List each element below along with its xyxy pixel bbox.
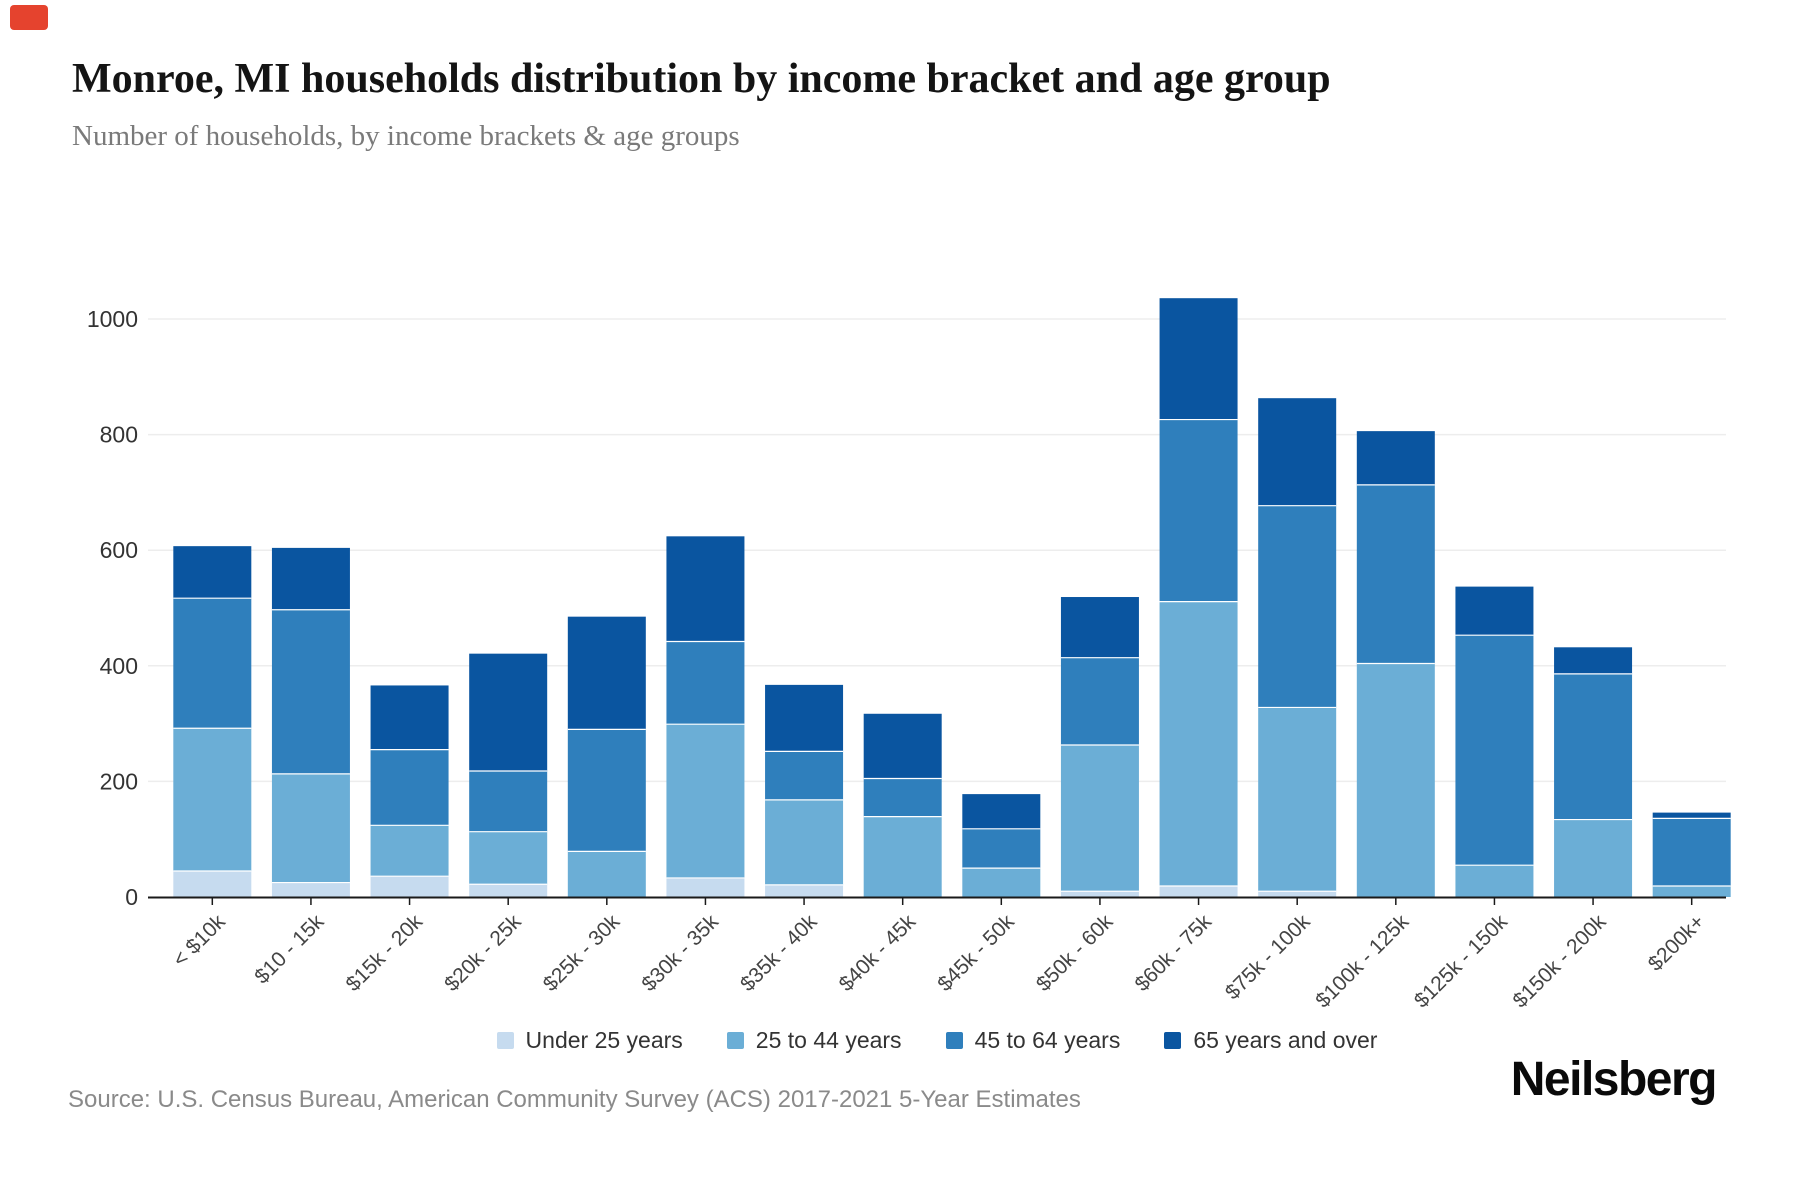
legend-item: 25 to 44 years [726, 1026, 902, 1054]
chart-subtitle: Number of households, by income brackets… [72, 120, 740, 152]
bar-segment [1652, 812, 1731, 819]
x-tick-label: $30k - 35k [637, 910, 723, 996]
y-tick-label: 200 [100, 768, 138, 794]
x-tick-label: $125k - 150k [1410, 910, 1512, 1010]
x-tick-label: $15k - 20k [341, 910, 427, 996]
bar-segment [1356, 431, 1435, 485]
legend-swatch-icon [726, 1031, 744, 1049]
bar-segment [962, 868, 1041, 897]
bar-segment [863, 816, 942, 897]
bar-segment [765, 884, 844, 897]
bar-segment [1258, 891, 1337, 897]
bar-segment [962, 828, 1041, 869]
y-tick-label: 400 [100, 653, 138, 679]
bar-segment [1060, 891, 1139, 897]
bar-segment [370, 749, 449, 826]
bar-segment [863, 713, 942, 779]
bar-segment [1159, 419, 1238, 602]
x-tick-label: $75k - 100k [1221, 910, 1315, 1004]
x-tick-label: $100k - 125k [1311, 910, 1413, 1010]
bar-segment [173, 546, 252, 599]
bar-segment [469, 653, 548, 771]
bar-segment [1356, 663, 1435, 897]
y-tick-label: 1000 [87, 306, 138, 332]
legend-label: Under 25 years [525, 1026, 683, 1053]
bar-segment [271, 773, 350, 883]
bar-segment [271, 882, 350, 897]
x-tick-label: $40k - 45k [835, 910, 921, 996]
bar-segment [1060, 744, 1139, 892]
x-tick-label: $35k - 40k [736, 910, 822, 996]
bar-segment [1554, 673, 1633, 820]
bar-segment [1554, 647, 1633, 674]
source-text: Source: U.S. Census Bureau, American Com… [68, 1086, 1081, 1113]
x-tick-label: $50k - 60k [1032, 910, 1118, 996]
legend-label: 25 to 44 years [755, 1026, 902, 1053]
y-tick-label: 600 [100, 537, 138, 563]
y-tick-label: 800 [100, 422, 138, 448]
bar-segment [765, 799, 844, 885]
bar-segment [469, 884, 548, 897]
x-tick-label: $60k - 75k [1130, 910, 1216, 996]
bar-segment [567, 729, 646, 852]
brand-logo: Neilsberg [1510, 1053, 1718, 1106]
bar-segment [1455, 586, 1534, 636]
bar-segment [370, 825, 449, 877]
legend-swatch-icon [496, 1031, 514, 1049]
bar-segment [765, 751, 844, 800]
bar-segment [765, 684, 844, 752]
chart-title: Monroe, MI households distribution by in… [72, 56, 1331, 102]
record-indicator-badge [10, 5, 48, 30]
bar-segment [1652, 886, 1731, 897]
bar-segment [1060, 597, 1139, 658]
bar-segment [271, 547, 350, 610]
bar-segment [1258, 707, 1337, 892]
bar-segment [173, 598, 252, 729]
x-tick-label: $150k - 200k [1508, 910, 1610, 1010]
bar-segment [370, 685, 449, 750]
x-tick-label: $45k - 50k [933, 910, 1019, 996]
legend: Under 25 years 25 to 44 years 45 to 64 yea… [148, 1020, 1726, 1060]
x-tick-label: $10 - 15k [250, 910, 329, 989]
bar-segment [962, 794, 1041, 829]
bar-segment [1258, 398, 1337, 506]
bar-segment [271, 609, 350, 774]
bar-segment [1356, 484, 1435, 664]
x-tick-label: $25k - 30k [539, 910, 625, 996]
legend-item: Under 25 years [496, 1026, 683, 1054]
bar-segment [567, 616, 646, 730]
bar-segment [666, 536, 745, 642]
legend-item: 45 to 64 years [945, 1026, 1121, 1054]
bar-segment [1159, 601, 1238, 887]
bar-segment [1060, 657, 1139, 745]
bar-segment [666, 877, 745, 897]
x-tick-label: $20k - 25k [440, 910, 526, 996]
legend-swatch-icon [1164, 1031, 1182, 1049]
bar-segment [567, 851, 646, 897]
bar-segment [666, 724, 745, 878]
legend-label: 45 to 64 years [974, 1026, 1121, 1053]
stacked-bar-chart: 0 200 400 600 800 1000 < $10k $10 - 15k $15k - 2… [87, 298, 1731, 1010]
bar-segment [1159, 298, 1238, 420]
bar-segment [469, 770, 548, 832]
bar-segment [1554, 819, 1633, 897]
bar-segment [863, 778, 942, 817]
y-tick-label: 0 [125, 884, 138, 910]
bar-segment [173, 728, 252, 871]
bar-segment [1455, 635, 1534, 866]
bar-segment [370, 876, 449, 897]
bar-segment [173, 870, 252, 897]
legend-label: 65 years and over [1193, 1026, 1378, 1053]
legend-swatch-icon [945, 1031, 963, 1049]
x-tick-label: < $10k [169, 910, 231, 972]
bar-segment [1455, 865, 1534, 897]
legend-item: 65 years and over [1164, 1027, 1377, 1054]
x-tick-label: $200k+ [1644, 910, 1709, 975]
bar-segment [1652, 818, 1731, 887]
bar-segment [666, 641, 745, 725]
bar-segment [1258, 505, 1337, 708]
bar-segment [1159, 886, 1238, 897]
bar-segment [469, 831, 548, 885]
